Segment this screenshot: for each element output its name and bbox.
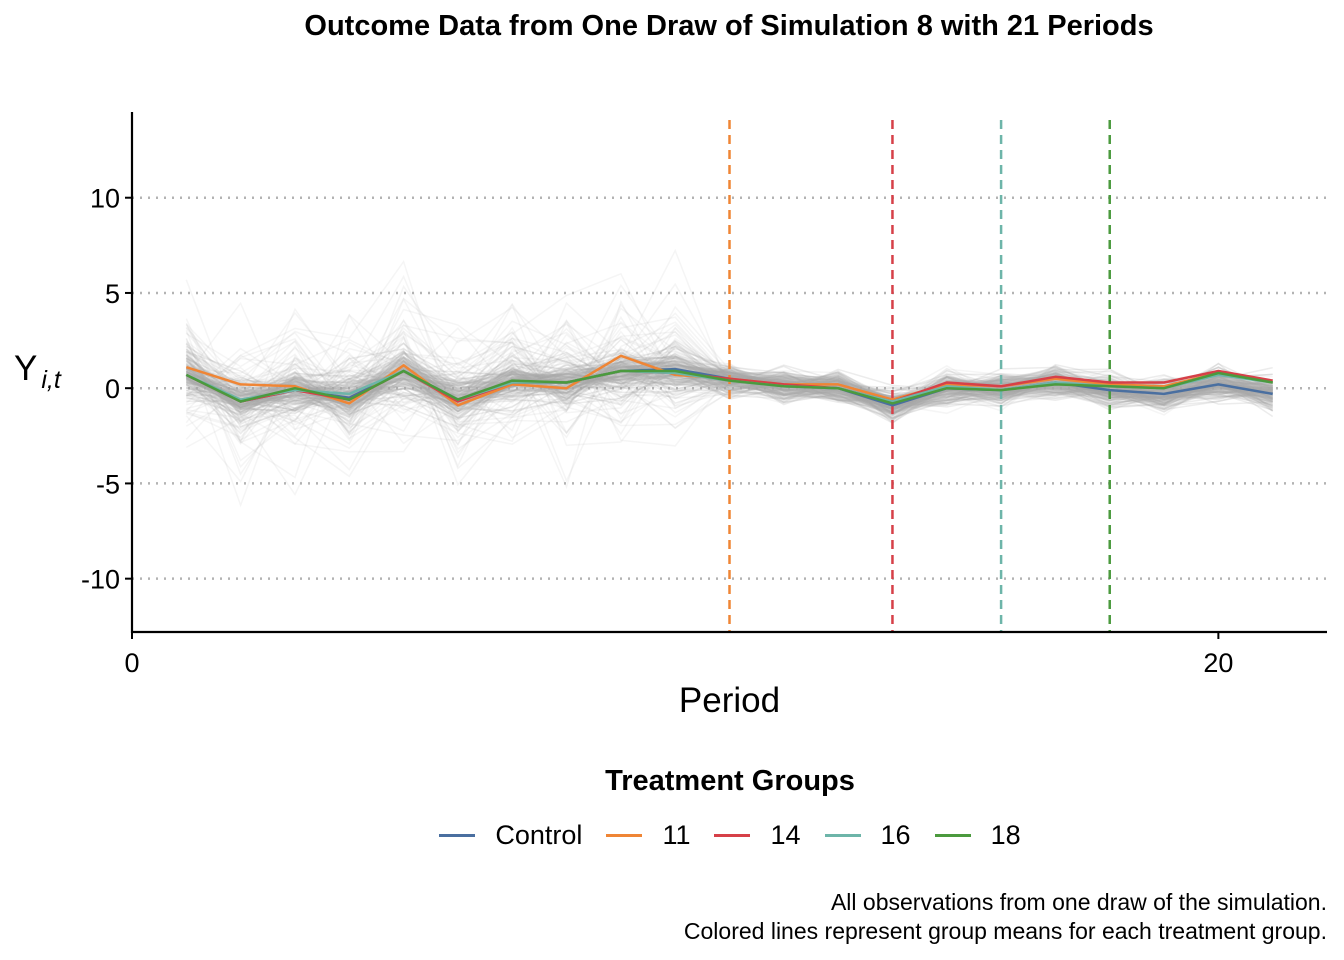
legend-key — [934, 834, 971, 837]
y-tick-label: 10 — [90, 184, 120, 214]
plot-area: -10 -5 0 5 10 0 20 Period Y i,t — [14, 112, 1327, 720]
legend-label: Control — [495, 820, 583, 850]
y-tick-label: 5 — [105, 279, 120, 309]
observation-line — [186, 350, 1273, 410]
legend-item: 11 — [606, 820, 690, 851]
legend-item: Control — [439, 820, 582, 851]
group-mean-lines — [185, 354, 1273, 407]
legend-item: 18 — [934, 820, 1021, 851]
x-tick-label: 20 — [1203, 648, 1233, 678]
legend-label: 16 — [880, 820, 911, 850]
observation-line — [185, 332, 1273, 439]
observation-line — [185, 355, 1273, 483]
x-tick-label: 0 — [124, 648, 139, 678]
observation-line — [186, 361, 1273, 413]
observation-line — [186, 299, 1273, 490]
observation-line — [185, 284, 1274, 427]
legend-key — [824, 834, 861, 837]
observation-line — [186, 311, 1273, 421]
legend-item: 14 — [714, 820, 801, 851]
x-axis-title: Period — [679, 681, 780, 720]
caption: All observations from one draw of the si… — [684, 888, 1327, 946]
legend: Control 11 14 16 18 — [0, 820, 1344, 851]
observation-line — [185, 331, 1273, 436]
y-tick-label: -10 — [81, 565, 120, 595]
observation-line — [186, 358, 1273, 418]
observation-line — [185, 363, 1274, 410]
series-line-18 — [185, 369, 1273, 405]
y-tick-label: 0 — [105, 374, 120, 404]
observation-line — [186, 349, 1273, 416]
observation-line — [185, 279, 1273, 468]
legend-item: 16 — [824, 820, 911, 851]
observation-line — [185, 367, 1273, 435]
observation-line — [185, 301, 1273, 450]
observation-line — [185, 326, 1273, 414]
caption-line-1: All observations from one draw of the si… — [830, 889, 1327, 915]
observation-line — [185, 343, 1273, 428]
axes — [125, 112, 1327, 639]
legend-key — [714, 834, 751, 837]
y-tick-label: -5 — [96, 469, 120, 499]
axis-labels: -10 -5 0 5 10 0 20 Period Y i,t — [14, 184, 1233, 720]
caption-line-2: Colored lines represent group means for … — [683, 918, 1327, 944]
chart-title: Outcome Data from One Draw of Simulation… — [304, 10, 1154, 42]
legend-label: 14 — [770, 820, 801, 850]
legend-key — [439, 834, 476, 837]
observation-line — [185, 366, 1273, 408]
legend-label: 18 — [990, 820, 1021, 850]
observation-line — [186, 327, 1273, 450]
observation-line — [186, 312, 1273, 483]
legend-label: 11 — [662, 820, 691, 850]
observation-line — [186, 352, 1273, 407]
treatment-start-lines — [728, 120, 1111, 632]
observation-line — [186, 356, 1273, 409]
observation-line — [185, 348, 1273, 478]
legend-title: Treatment Groups — [605, 765, 855, 797]
observation-line — [186, 303, 1273, 445]
observation-line — [185, 351, 1273, 508]
legend-key — [606, 834, 643, 837]
